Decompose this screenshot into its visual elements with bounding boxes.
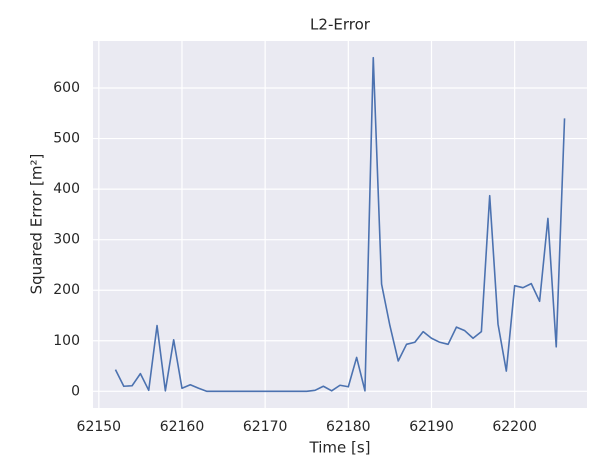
- y-tick-label: 600: [53, 80, 80, 96]
- grid: [93, 41, 587, 408]
- x-tick-label: 62180: [326, 419, 371, 435]
- x-axis-label: Time [s]: [309, 439, 371, 457]
- x-tick-label: 62190: [409, 419, 454, 435]
- x-tick-label: 62150: [77, 419, 122, 435]
- x-tick-label: 62200: [492, 419, 537, 435]
- chart-title: L2-Error: [310, 16, 371, 34]
- y-tick-label: 200: [53, 282, 80, 298]
- y-axis-label: Squared Error [m²]: [28, 154, 46, 295]
- line: [114, 56, 566, 393]
- y-tick-label: 100: [53, 333, 80, 349]
- y-tick-label: 500: [53, 131, 80, 147]
- x-tick-label: 62170: [243, 419, 288, 435]
- y-tick-label: 400: [53, 181, 80, 197]
- x-tick-label: 62160: [160, 419, 205, 435]
- y-tick-label: 300: [53, 232, 80, 248]
- marks: [114, 56, 566, 393]
- plot-area: [93, 41, 587, 408]
- y-tick-label: 0: [71, 383, 80, 399]
